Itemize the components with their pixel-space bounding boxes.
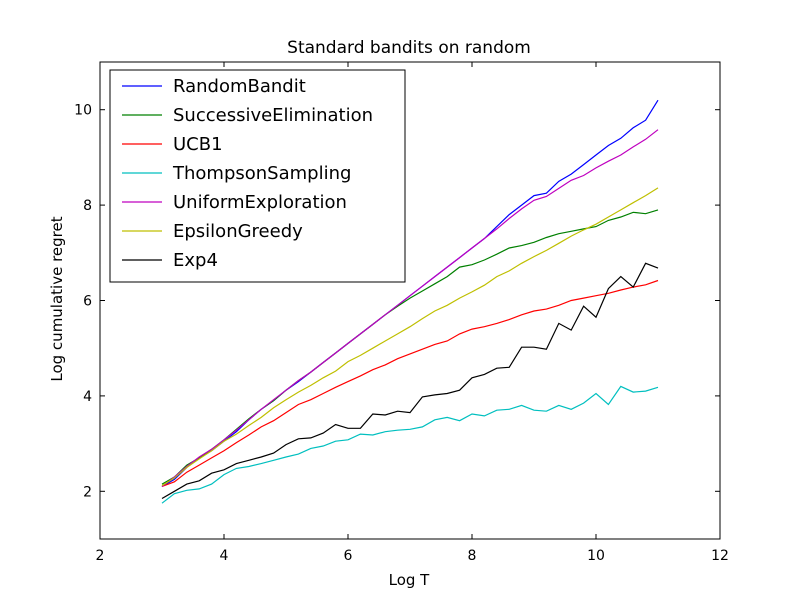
x-axis-label: Log T (389, 571, 431, 589)
x-tick-label: 12 (711, 548, 729, 564)
legend-entry-label: RandomBandit (173, 76, 306, 97)
x-tick-label: 4 (220, 548, 229, 564)
y-tick-label: 6 (83, 294, 92, 310)
series-line-UniformExploration (161, 129, 659, 487)
series-line-Exp4 (161, 262, 659, 500)
legend-entry-label: SuccessiveElimination (173, 105, 373, 126)
y-tick-label: 2 (83, 484, 92, 500)
legend-entry-label: Exp4 (173, 250, 218, 271)
x-tick-label: 10 (587, 548, 605, 564)
series-line-EpsilonGreedy (161, 187, 659, 487)
legend-entry-label: UCB1 (173, 134, 223, 155)
y-tick-label: 10 (74, 103, 92, 119)
legend-entry-label: ThompsonSampling (172, 163, 351, 184)
series-line-ThompsonSampling (161, 385, 659, 504)
x-tick-label: 2 (96, 548, 105, 564)
legend-box (109, 69, 406, 283)
x-tick-label: 8 (468, 548, 477, 564)
ticks-layer: 2 4 6 8 10 12 2 4 6 8 10 (74, 62, 729, 564)
series-line-SuccessiveElimination (161, 209, 659, 485)
legend: RandomBandit SuccessiveElimination UCB1 Tho… (109, 69, 406, 283)
legend-entry-label: UniformExploration (173, 192, 347, 213)
chart-title: Standard bandits on random (287, 38, 531, 58)
legend-entry-label: EpsilonGreedy (173, 221, 303, 242)
y-axis-label: Log cumulative regret (48, 216, 66, 381)
x-tick-label: 6 (344, 548, 353, 564)
series-layer (161, 99, 659, 504)
y-tick-label: 8 (83, 198, 92, 214)
y-tick-label: 4 (83, 389, 92, 405)
series-line-UCB1 (161, 279, 659, 488)
